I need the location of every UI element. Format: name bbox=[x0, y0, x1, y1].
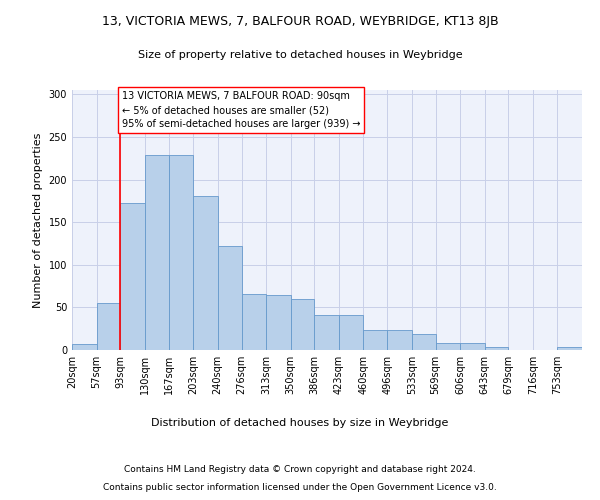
Bar bbox=[266, 294, 290, 350]
Bar bbox=[485, 346, 508, 350]
Bar bbox=[364, 330, 387, 350]
Bar bbox=[290, 299, 314, 350]
Bar bbox=[387, 330, 412, 350]
Bar bbox=[436, 343, 460, 350]
Bar bbox=[460, 343, 485, 350]
Bar bbox=[97, 303, 121, 350]
Bar bbox=[193, 196, 218, 350]
Bar bbox=[242, 294, 266, 350]
Text: 13 VICTORIA MEWS, 7 BALFOUR ROAD: 90sqm
← 5% of detached houses are smaller (52): 13 VICTORIA MEWS, 7 BALFOUR ROAD: 90sqm … bbox=[122, 92, 360, 130]
Bar bbox=[169, 155, 193, 350]
Bar bbox=[339, 315, 364, 350]
Text: Contains public sector information licensed under the Open Government Licence v3: Contains public sector information licen… bbox=[103, 483, 497, 492]
Bar bbox=[314, 315, 339, 350]
Y-axis label: Number of detached properties: Number of detached properties bbox=[33, 132, 43, 308]
Text: Distribution of detached houses by size in Weybridge: Distribution of detached houses by size … bbox=[151, 418, 449, 428]
Text: 13, VICTORIA MEWS, 7, BALFOUR ROAD, WEYBRIDGE, KT13 8JB: 13, VICTORIA MEWS, 7, BALFOUR ROAD, WEYB… bbox=[101, 15, 499, 28]
Bar bbox=[557, 346, 582, 350]
Bar bbox=[145, 155, 169, 350]
Text: Contains HM Land Registry data © Crown copyright and database right 2024.: Contains HM Land Registry data © Crown c… bbox=[124, 466, 476, 474]
Bar bbox=[412, 334, 436, 350]
Bar bbox=[72, 344, 97, 350]
Bar bbox=[121, 202, 145, 350]
Text: Size of property relative to detached houses in Weybridge: Size of property relative to detached ho… bbox=[137, 50, 463, 60]
Bar bbox=[218, 246, 242, 350]
